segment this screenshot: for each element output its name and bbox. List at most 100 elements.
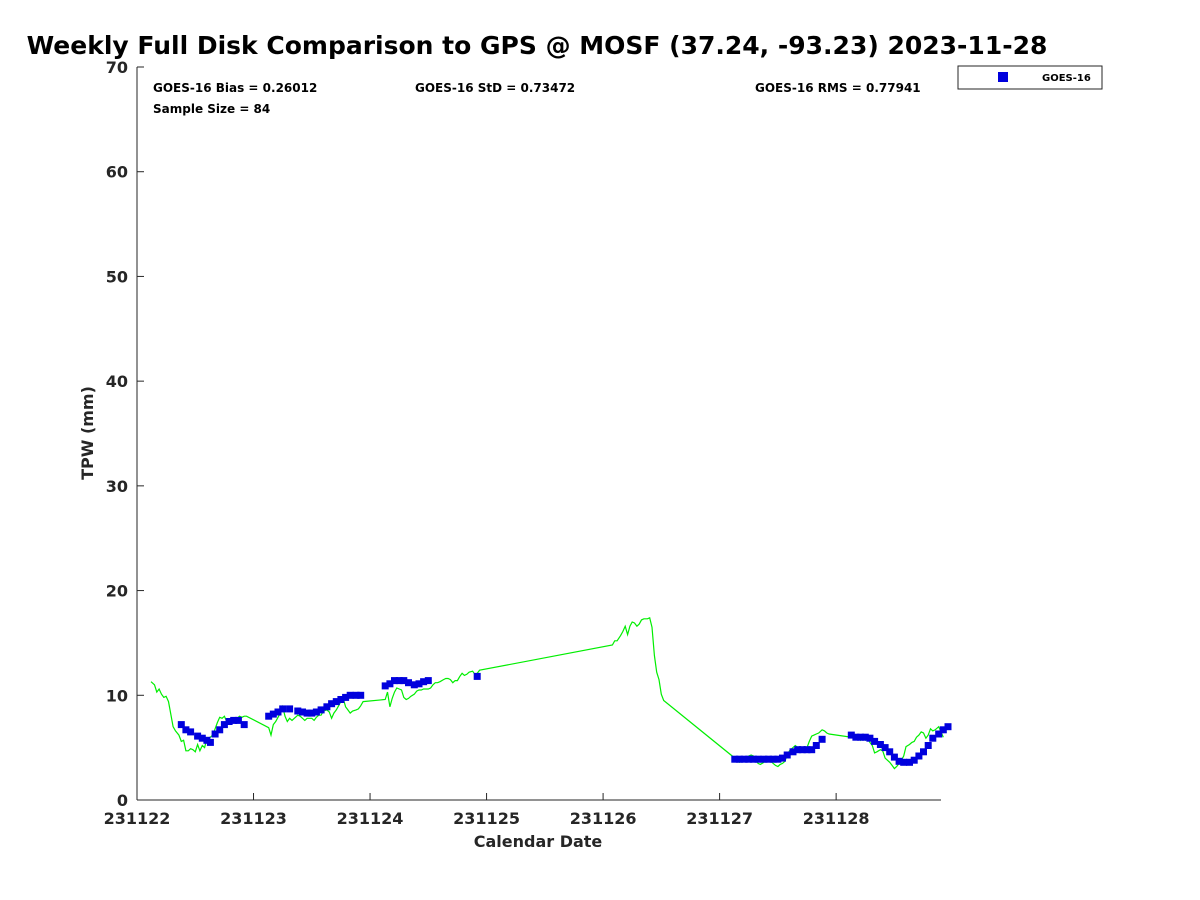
goes16-point	[769, 755, 777, 763]
goes16-point	[265, 712, 273, 720]
goes16-point	[274, 708, 282, 716]
goes16-point	[890, 753, 898, 761]
goes16-point	[328, 700, 336, 708]
y-axis-label: TPW (mm)	[78, 386, 97, 480]
y-tick-label: 0	[117, 791, 128, 810]
y-tick-label: 30	[106, 477, 128, 496]
goes16-point	[286, 705, 294, 713]
plot-area	[150, 616, 952, 770]
goes16-point	[876, 741, 884, 748]
goes16-point	[198, 734, 206, 742]
goes16-point	[735, 755, 743, 763]
y-tick-label: 10	[106, 686, 128, 705]
goes16-point	[216, 726, 224, 734]
axes	[136, 67, 941, 801]
goes16-point	[323, 703, 331, 711]
gps-line	[150, 616, 944, 770]
goes16-point	[812, 742, 820, 749]
goes16-point	[760, 755, 768, 763]
goes16-point	[312, 708, 320, 716]
goes16-point	[194, 732, 202, 740]
goes16-point	[881, 744, 889, 752]
goes16-point	[294, 707, 302, 715]
goes16-point	[337, 696, 345, 703]
goes16-point	[177, 721, 185, 729]
goes16-point	[783, 751, 791, 759]
goes16-point	[308, 709, 316, 717]
goes16-point	[749, 755, 757, 763]
goes16-point	[939, 726, 947, 734]
goes16-point	[731, 755, 739, 763]
goes16-point	[779, 754, 786, 762]
goes16-point	[789, 748, 797, 756]
std-stat: GOES-16 StD = 0.73472	[415, 81, 575, 95]
x-tick-label: 231128	[803, 809, 870, 828]
y-tick-label: 50	[106, 267, 128, 286]
x-tick-label: 231127	[686, 809, 753, 828]
goes16-point	[818, 735, 826, 743]
goes16-point	[924, 742, 932, 749]
goes16-point	[211, 730, 219, 738]
goes16-point	[861, 733, 869, 741]
goes16-point	[391, 677, 398, 685]
goes16-point	[317, 706, 325, 714]
goes16-point	[405, 679, 412, 687]
goes16-point	[424, 677, 432, 685]
goes16-point	[225, 718, 233, 725]
goes16-point	[220, 721, 228, 729]
x-tick-label: 231124	[337, 809, 404, 828]
y-tick-label: 60	[106, 163, 128, 182]
bias-stat: GOES-16 Bias = 0.26012	[153, 81, 317, 95]
sample-size-stat: Sample Size = 84	[153, 102, 270, 116]
y-tick-label: 40	[106, 372, 128, 391]
goes16-point	[803, 746, 811, 754]
goes16-point	[886, 748, 894, 756]
goes16-point	[303, 709, 311, 717]
goes16-point	[346, 691, 354, 699]
goes16-point	[182, 726, 190, 734]
goes16-point	[915, 752, 923, 760]
goes16-point	[910, 756, 918, 764]
goes16-point	[269, 710, 277, 718]
goes16-point	[754, 755, 762, 763]
goes16-point	[929, 734, 937, 742]
goes16-point	[357, 691, 365, 699]
goes16-point	[342, 693, 350, 701]
goes16-point	[794, 746, 802, 754]
goes16-point	[765, 755, 772, 763]
legend-box	[957, 65, 1103, 90]
goes16-point	[774, 755, 782, 763]
goes16-point	[808, 746, 816, 754]
x-tick-label: 231123	[220, 809, 287, 828]
goes16-point	[410, 681, 418, 689]
goes16-point	[240, 721, 248, 729]
goes16-point	[234, 716, 242, 724]
x-tick-label: 231122	[104, 809, 171, 828]
goes16-point	[920, 748, 927, 756]
goes16-point	[420, 678, 428, 686]
x-tick-label: 231126	[570, 809, 637, 828]
goes16-point	[944, 723, 952, 731]
y-tick-label: 70	[106, 58, 128, 77]
y-ticks: 0 10 20 30 40 50 60 70	[106, 58, 144, 810]
goes16-point	[415, 680, 423, 688]
goes16-point	[895, 757, 903, 765]
goes16-point	[395, 677, 403, 685]
goes16-point	[187, 728, 195, 736]
goes16-point	[473, 672, 481, 680]
goes16-point	[871, 737, 879, 745]
goes16-point	[745, 755, 753, 763]
goes16-point	[847, 731, 855, 739]
goes16-point	[935, 730, 943, 738]
y-tick-label: 20	[106, 582, 128, 601]
legend: GOES-16	[957, 65, 1103, 90]
x-axis-label: Calendar Date	[474, 832, 603, 851]
rms-stat: GOES-16 RMS = 0.77941	[755, 81, 921, 95]
x-ticks: 231122 231123 231124 231125 231126 231127 2311…	[104, 793, 870, 828]
goes16-point	[900, 758, 908, 766]
goes16-point	[279, 705, 287, 713]
x-tick-label: 231125	[453, 809, 520, 828]
goes16-point	[332, 698, 340, 706]
goes16-point	[381, 682, 389, 690]
